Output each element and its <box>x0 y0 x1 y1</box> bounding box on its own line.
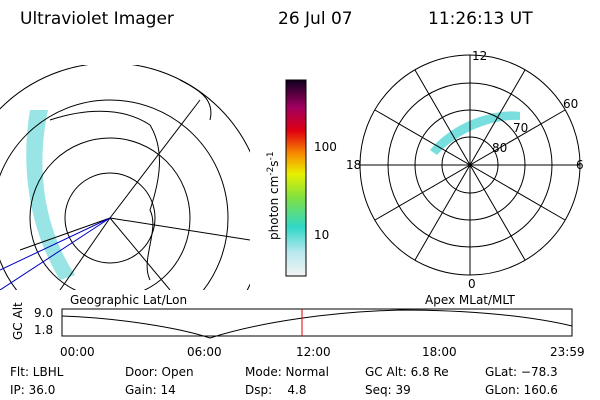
mlt-label: 12 <box>472 49 487 63</box>
colorbar-unit: photon cm-2s-1 <box>266 151 281 240</box>
mlt-label: 6 <box>576 158 584 172</box>
lat-label: 80 <box>492 141 507 155</box>
lat-label: 60 <box>563 97 578 111</box>
left-map-label: Geographic Lat/Lon <box>70 293 187 307</box>
timeline-y-tick: 1.8 <box>34 323 53 337</box>
date: 26 Jul 07 <box>278 9 353 29</box>
info-field: GLat: −78.3 <box>485 365 558 379</box>
mlt-map <box>359 54 581 276</box>
colorbar-tick: 100 <box>314 140 337 154</box>
info-field: Dsp: 4.8 <box>245 383 307 397</box>
exp: -2 <box>266 167 276 176</box>
timeline-x-tick: 00:00 <box>60 345 95 359</box>
timeline-y-label: GC Alt <box>11 302 25 340</box>
unit: s <box>267 160 281 166</box>
lat-label: 70 <box>513 121 528 135</box>
timeline-x-tick: 18:00 <box>422 345 457 359</box>
timeline-y-tick: 9.0 <box>34 306 53 320</box>
colorbar-tick: 10 <box>314 228 329 242</box>
info-field: GLon: 160.6 <box>485 383 558 397</box>
timeline-x-tick: 12:00 <box>296 345 331 359</box>
mlt-label: 0 <box>468 277 476 291</box>
info-field: GC Alt: 6.8 Re <box>365 365 449 379</box>
geographic-map <box>0 65 250 290</box>
colorbar-scale <box>285 79 307 277</box>
timeline <box>61 308 573 339</box>
colorbar: 100 10 photon cm-2s-1 <box>266 79 337 277</box>
info-field: IP: 36.0 <box>10 383 55 397</box>
mlt-label: 18 <box>346 158 361 172</box>
info-field: Seq: 39 <box>365 383 411 397</box>
exp: -1 <box>266 151 276 160</box>
title: Ultraviolet Imager <box>20 9 174 29</box>
info-field: Gain: 14 <box>125 383 176 397</box>
info-field: Door: Open <box>125 365 194 379</box>
unit: photon cm <box>267 176 281 240</box>
timeline-x-tick: 06:00 <box>187 345 222 359</box>
info-field: Mode: Normal <box>245 365 329 379</box>
right-map-label: Apex MLat/MLT <box>425 293 515 307</box>
header: Ultraviolet Imager 26 Jul 07 11:26:13 UT <box>20 9 533 29</box>
info-field: Flt: LBHL <box>10 365 64 379</box>
info-panel: Flt: LBHL Door: Open Mode: Normal GC Alt: 6… <box>10 365 558 397</box>
time: 11:26:13 UT <box>428 9 533 29</box>
timeline-x-tick: 23:59 <box>550 345 585 359</box>
